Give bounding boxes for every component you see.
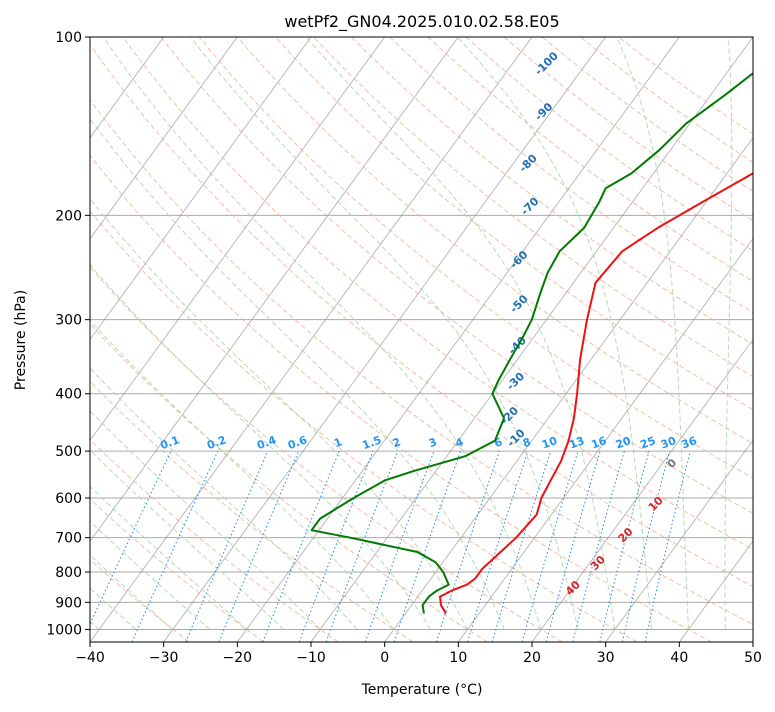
moist-adiabat [306,37,615,629]
mixing-ratio-label: 0.1 [158,433,181,452]
isotherm-line [0,37,385,642]
y-tick-label: 1000 [46,622,82,638]
dry-adiabat [0,37,263,642]
mixing-ratio-line [645,451,690,642]
y-tick-label: 200 [55,208,82,224]
mixing-ratio-line [299,451,373,642]
x-tick-label: −30 [149,650,179,666]
moist-adiabat [0,37,247,629]
isotherm-line [606,37,775,642]
mixing-ratio-label: 1 [332,435,344,450]
isotherm-line [311,37,753,642]
isotherm-line [16,37,458,642]
mixing-ratio-line [263,451,340,642]
y-tick-label: 400 [55,387,82,403]
mixing-ratio-line [186,451,268,642]
mixing-ratio-line [82,451,171,642]
y-tick-label: 500 [55,444,82,460]
y-tick-label: 300 [55,313,82,329]
mixing-ratio-label: 3 [427,435,439,450]
dry-adiabat-label: -50 [507,292,530,315]
moist-adiabat [191,37,579,629]
x-tick-label: 0 [380,650,389,666]
mixing-ratio-line [394,451,460,642]
y-tick-label: 900 [55,595,82,611]
mixing-ratio-label: 30 [659,434,678,452]
isotherm-line [237,37,679,642]
x-axis-label: Temperature (°C) [361,682,483,698]
moist-adiabat-label: 20 [616,525,636,545]
x-tick-label: −10 [296,650,326,666]
y-tick-label: 800 [55,565,82,581]
y-axis-label: Pressure (hPa) [13,290,29,390]
y-tick-label: 600 [55,491,82,507]
mixing-ratio-label: 4 [454,435,466,450]
moist-adiabat [0,37,210,629]
plot-frame [90,37,753,642]
isotherm-line [0,37,311,642]
moist-adiabat-label: 10 [646,494,666,514]
x-tick-label: −40 [75,650,105,666]
mixing-ratio-label: 36 [680,434,699,452]
moist-adiabat [725,37,732,629]
isotherm-line [753,37,775,642]
isotherm-line [679,37,775,642]
isotherm-line [0,37,237,642]
dry-adiabat [542,37,775,642]
moist-adiabat [0,37,283,629]
mixing-ratio-line [546,451,600,642]
isotherm-line [164,37,606,642]
moist-adiabat [103,37,541,629]
dry-adiabat-label: -80 [517,152,540,175]
isotherm-line [90,37,532,642]
dry-adiabat [619,37,775,642]
dry-adiabat [85,37,775,642]
mixing-ratio-label: 1.5 [360,433,383,452]
mixing-ratio-line [492,451,550,642]
moist-adiabat-label: 0 [665,456,680,471]
dry-adiabat-label: -100 [532,49,561,78]
x-tick-label: 40 [670,650,688,666]
temperature-profile [440,37,775,614]
dry-adiabat [390,37,775,642]
mixing-ratio-label: 0.2 [205,433,228,452]
x-tick-label: 30 [597,650,615,666]
y-tick-label: 700 [55,531,82,547]
mixing-ratio-label: 25 [638,434,657,451]
chart-title: wetPf2_GN04.2025.010.02.58.E05 [284,12,559,32]
dry-adiabat [0,37,338,642]
mixing-ratio-label: 10 [540,434,559,452]
mixing-ratio-line [573,451,625,642]
mixing-ratio-label: 0.6 [286,433,309,452]
moist-adiabat [0,37,357,629]
mixing-ratio-line [219,451,299,642]
dry-adiabat-label: -70 [518,194,541,217]
moist-adiabat [0,37,320,629]
x-tick-label: 20 [523,650,541,666]
mixing-ratio-label: 6 [492,435,504,450]
isotherm-line [385,37,775,642]
x-tick-label: 50 [744,650,762,666]
dewpoint-profile [312,37,775,614]
y-tick-label: 100 [55,30,82,46]
dry-adiabat [9,37,712,642]
x-tick-label: 10 [449,650,467,666]
isotherm-line [532,37,775,642]
x-tick-label: −20 [223,650,253,666]
mixing-ratio-line [600,451,649,642]
mixing-ratio-label: 16 [590,434,609,452]
dry-adiabat-label: -90 [532,100,555,123]
moist-adiabat [0,37,62,629]
mixing-ratio-label: 2 [391,435,403,450]
dry-adiabat [428,37,775,642]
mixing-ratio-label: 20 [614,434,633,452]
mixing-ratio-line [622,451,669,642]
mixing-ratio-line [132,451,218,642]
